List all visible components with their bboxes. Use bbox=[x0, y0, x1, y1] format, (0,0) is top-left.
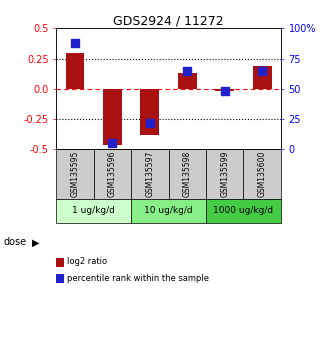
Bar bbox=[65, 52, 84, 89]
Bar bbox=[215, 89, 234, 91]
Bar bbox=[243, 149, 281, 199]
Bar bbox=[56, 199, 131, 223]
Bar bbox=[131, 149, 169, 199]
Point bbox=[110, 141, 115, 146]
Text: GSM135600: GSM135600 bbox=[258, 151, 267, 197]
Text: GSM135599: GSM135599 bbox=[220, 151, 229, 197]
Bar bbox=[103, 89, 122, 144]
Bar bbox=[169, 149, 206, 199]
Point bbox=[72, 40, 77, 46]
Bar bbox=[94, 149, 131, 199]
Bar bbox=[131, 199, 206, 223]
Text: GSM135595: GSM135595 bbox=[70, 151, 79, 197]
Text: 1 ug/kg/d: 1 ug/kg/d bbox=[72, 206, 115, 215]
Text: ▶: ▶ bbox=[32, 238, 39, 247]
Text: 10 ug/kg/d: 10 ug/kg/d bbox=[144, 206, 193, 215]
Text: GSM135597: GSM135597 bbox=[145, 151, 154, 197]
Text: GSM135598: GSM135598 bbox=[183, 151, 192, 197]
Bar bbox=[206, 199, 281, 223]
Bar bbox=[206, 149, 243, 199]
Bar bbox=[253, 66, 272, 89]
Title: GDS2924 / 11272: GDS2924 / 11272 bbox=[113, 14, 224, 27]
Text: GSM135596: GSM135596 bbox=[108, 151, 117, 197]
Point bbox=[222, 88, 227, 94]
Point bbox=[260, 68, 265, 74]
Text: dose: dose bbox=[3, 238, 26, 247]
Text: 1000 ug/kg/d: 1000 ug/kg/d bbox=[213, 206, 273, 215]
Bar bbox=[56, 149, 94, 199]
Point bbox=[147, 120, 152, 126]
Text: percentile rank within the sample: percentile rank within the sample bbox=[67, 274, 209, 283]
Text: log2 ratio: log2 ratio bbox=[67, 257, 107, 267]
Bar bbox=[178, 73, 196, 89]
Bar bbox=[141, 89, 159, 135]
Point bbox=[185, 68, 190, 74]
